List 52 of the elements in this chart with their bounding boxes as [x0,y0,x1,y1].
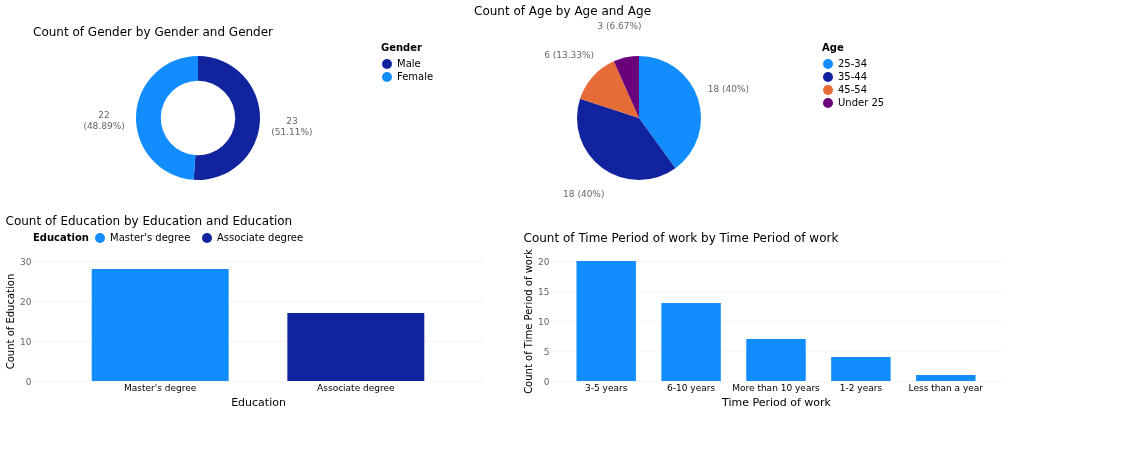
y-tick-label: 20 [538,256,550,267]
donut-slice [193,56,260,180]
x-tick-label: Less than a year [908,382,984,393]
data-label: 3 (6.67%) [597,21,642,32]
legend-title: Education [33,232,89,243]
bar [576,261,636,381]
x-axis-title: Time Period of work [721,395,832,409]
legend-label: 35-44 [838,71,868,82]
pie-slice [580,61,639,118]
pie-slice [639,56,701,169]
x-tick-label: Master's degree [124,382,197,393]
data-label: 18 (40%) [707,83,750,94]
chart-title: Count of Time Period of work by Time Period of work [523,230,839,245]
y-tick-label: 10 [538,316,550,327]
legend-label: Female [397,71,434,82]
y-axis-title: Count of Education [5,273,17,370]
y-tick-label: 0 [25,376,32,387]
data-label: 22 (48.89%) [83,109,125,131]
y-tick-label: 30 [20,256,32,267]
chart-title: Count of Education by Education and Education [5,214,293,228]
legend-label: Associate degree [217,232,304,243]
pie-slice [577,98,676,180]
data-label: 23 (51.11%) [271,116,313,138]
y-tick-label: 5 [543,346,550,357]
legend-title: Age [822,42,844,53]
x-tick-label: More than 10 years [732,382,821,393]
y-tick-label: 15 [538,286,550,297]
legend-title: Gender [381,42,423,53]
x-tick-label: 1-2 years [839,382,883,393]
bar [831,357,891,381]
x-tick-label: 6-10 years [667,382,716,393]
bar [661,303,721,381]
data-label: 6 (13.33%) [544,50,595,61]
legend-label: Master's degree [110,232,191,243]
pie-slice [613,56,639,118]
chart-title: Count of Gender by Gender and Gender [33,25,274,39]
legend-label: Under 25 [838,97,885,108]
x-tick-label: 3-5 years [585,382,628,393]
data-label: 18 (40%) [563,189,605,200]
legend-label: Male [397,58,421,69]
bar [746,339,806,381]
x-tick-label: Associate degree [317,382,396,393]
donut-slice [136,56,198,180]
y-tick-label: 10 [20,336,32,347]
y-tick-label: 0 [543,376,550,387]
legend-label: 45-54 [838,84,868,95]
bar [916,375,976,381]
legend-label: 25-34 [838,58,868,69]
chart-title: Count of Age by Age and Age [474,4,652,19]
x-axis-title: Education [231,395,286,409]
y-tick-label: 20 [20,296,32,307]
y-axis-title: Count of Time Period of work [523,248,535,394]
